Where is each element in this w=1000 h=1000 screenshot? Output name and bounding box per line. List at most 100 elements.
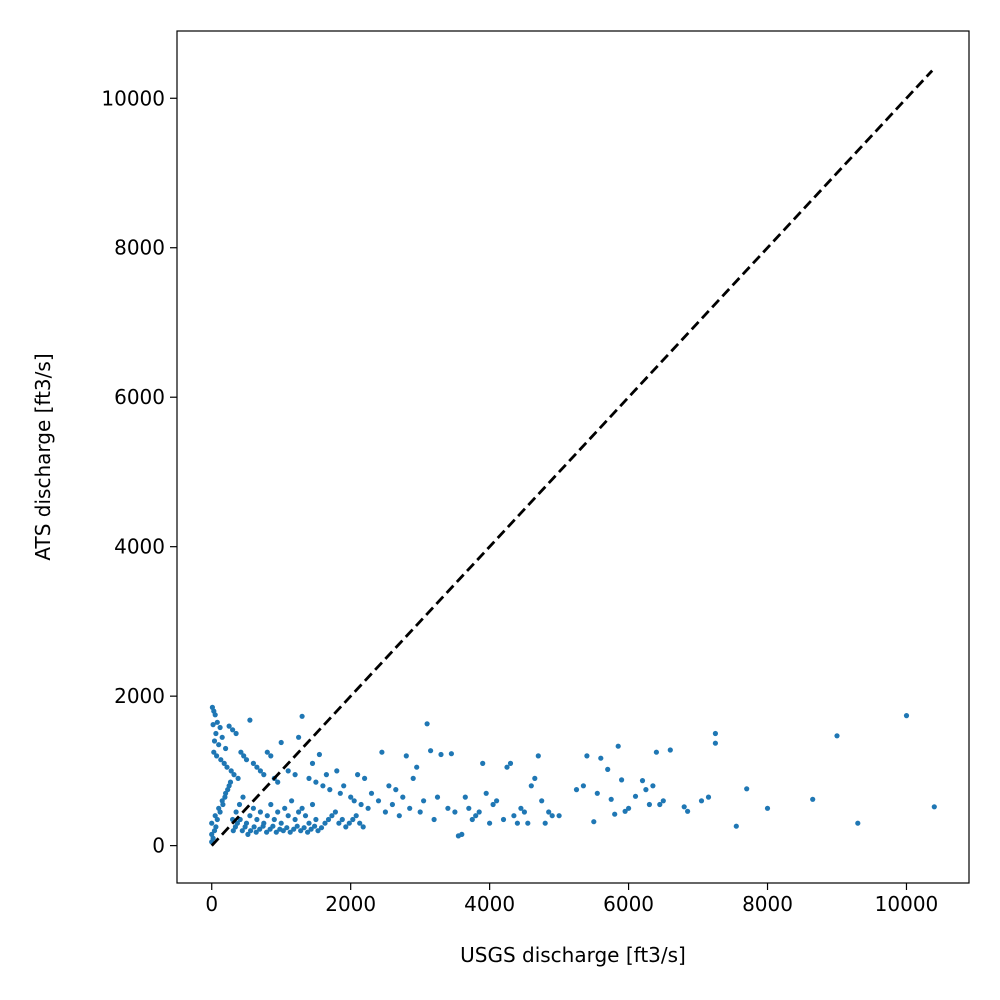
data-point	[211, 749, 217, 755]
data-point	[285, 768, 291, 774]
data-point	[511, 813, 517, 819]
y-tick-label: 0	[152, 834, 165, 858]
data-point	[632, 793, 639, 799]
data-point	[233, 730, 239, 737]
data-point	[222, 794, 228, 800]
data-point	[337, 790, 343, 796]
data-point	[275, 809, 281, 815]
data-point	[643, 787, 649, 793]
data-point	[247, 813, 253, 819]
data-point	[339, 816, 345, 823]
one-to-one-line	[210, 69, 934, 847]
data-point	[212, 712, 218, 718]
data-point	[521, 809, 528, 815]
data-point	[218, 757, 224, 763]
data-point	[518, 805, 524, 811]
data-point	[358, 801, 364, 808]
data-point	[605, 766, 611, 773]
data-point	[268, 753, 274, 759]
data-point	[227, 779, 234, 785]
data-point	[231, 772, 237, 778]
data-point	[389, 801, 395, 808]
data-point	[459, 831, 465, 838]
data-point	[323, 772, 329, 778]
data-point	[322, 820, 328, 826]
data-point	[245, 831, 251, 838]
data-point	[316, 751, 322, 758]
data-point	[535, 753, 541, 759]
data-point	[298, 828, 304, 834]
data-point	[236, 801, 243, 808]
data-point	[214, 719, 220, 725]
x-tick-label: 2000	[325, 892, 376, 916]
data-point	[494, 798, 500, 804]
data-point	[368, 790, 375, 796]
data-point	[332, 809, 338, 815]
data-point	[213, 824, 219, 830]
data-point	[325, 816, 332, 823]
data-point	[424, 721, 430, 727]
data-point	[260, 823, 266, 829]
data-point	[469, 816, 475, 823]
data-point	[210, 722, 216, 728]
data-point	[490, 801, 496, 808]
data-point	[225, 787, 231, 793]
data-point	[291, 826, 297, 832]
data-point	[285, 813, 291, 819]
data-point	[243, 757, 250, 763]
data-point	[212, 813, 218, 819]
data-point	[639, 778, 646, 784]
data-point	[650, 783, 656, 789]
data-point	[598, 755, 604, 761]
data-point	[273, 829, 279, 835]
data-point	[299, 805, 305, 811]
data-point	[242, 824, 248, 830]
data-point	[855, 820, 861, 826]
data-point	[507, 760, 514, 767]
data-point	[282, 805, 288, 811]
data-point	[421, 798, 427, 804]
data-point	[348, 794, 354, 800]
x-tick-label: 6000	[603, 892, 654, 916]
data-point	[556, 813, 562, 819]
data-point	[487, 820, 493, 826]
data-point	[217, 724, 223, 731]
data-point	[514, 820, 521, 826]
data-point	[241, 753, 247, 759]
x-tick-label: 4000	[464, 892, 515, 916]
data-point	[500, 816, 507, 823]
data-point	[253, 829, 259, 835]
data-point	[431, 816, 437, 823]
data-point	[504, 764, 510, 770]
data-point	[931, 804, 937, 810]
data-point	[379, 749, 385, 755]
data-point	[476, 809, 482, 815]
data-point	[362, 775, 368, 782]
data-point	[305, 829, 311, 835]
data-point	[357, 820, 363, 826]
data-point	[403, 753, 409, 759]
data-point	[234, 820, 240, 826]
data-point	[251, 824, 257, 830]
y-tick-label: 6000	[114, 385, 165, 409]
data-point	[343, 824, 349, 830]
data-point	[209, 820, 215, 826]
data-point	[393, 787, 399, 793]
data-point	[400, 794, 406, 800]
data-point	[483, 790, 489, 796]
x-tick-label: 8000	[742, 892, 793, 916]
data-point	[532, 775, 538, 782]
data-point	[230, 727, 236, 733]
data-point	[346, 820, 352, 826]
data-point	[312, 823, 318, 829]
data-point	[264, 749, 270, 755]
data-point	[254, 764, 260, 770]
data-point	[219, 734, 225, 740]
data-point	[210, 835, 216, 841]
data-point	[334, 768, 340, 774]
data-point	[257, 809, 263, 815]
data-point	[810, 796, 816, 802]
data-point	[355, 772, 361, 778]
data-point	[240, 794, 246, 800]
data-point	[351, 798, 357, 804]
